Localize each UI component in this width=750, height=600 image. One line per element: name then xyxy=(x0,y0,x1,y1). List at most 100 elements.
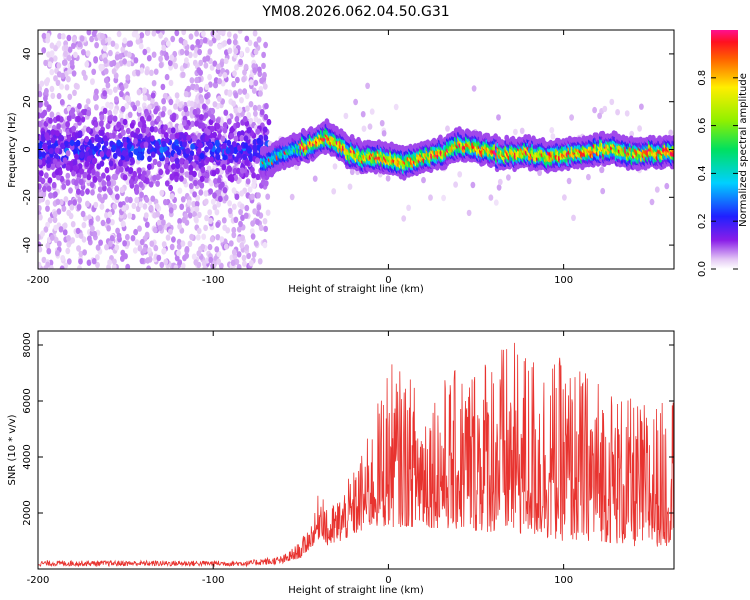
spectrogram-cell xyxy=(107,259,112,266)
spectrogram-cell xyxy=(169,54,175,61)
colorbar-tick-label: 0.2 xyxy=(697,213,708,229)
spectrogram-cell xyxy=(177,187,183,194)
spectrogram-cell xyxy=(242,115,248,123)
spectrogram-ytick-label: -40 xyxy=(22,237,33,253)
spectrogram-cell xyxy=(210,114,215,121)
spectrogram-cell xyxy=(161,44,167,52)
spectrogram-cell xyxy=(114,96,119,103)
spectrogram-cell xyxy=(90,189,95,196)
spectrogram-cell xyxy=(189,233,195,241)
spectrogram-cell xyxy=(193,154,199,161)
spectrogram-cell xyxy=(231,203,237,210)
spectrogram-cell xyxy=(56,40,62,47)
spectrogram-cell xyxy=(44,87,49,95)
spectrogram-cell xyxy=(55,115,61,122)
spectrogram-cell xyxy=(239,190,245,197)
spectrogram-cell xyxy=(349,168,355,176)
spectrogram-cell xyxy=(231,249,237,256)
spectrogram-cell xyxy=(245,105,250,112)
spectrogram-cells xyxy=(38,30,674,269)
spectrogram-cell xyxy=(218,262,224,269)
spectrogram-cell xyxy=(49,50,55,57)
spectrogram-cell xyxy=(188,164,194,172)
spectrogram-cell xyxy=(69,59,75,66)
spectrogram-cell xyxy=(639,103,644,110)
spectrogram-cell xyxy=(143,212,149,219)
spectrogram-cell xyxy=(146,115,152,122)
spectrogram-cell xyxy=(169,193,175,200)
spectrogram-cell xyxy=(102,45,108,52)
spectrogram-cell xyxy=(592,106,597,114)
spectrogram-cell xyxy=(177,218,183,225)
spectrogram-cell xyxy=(161,98,167,105)
spectrogram-cell xyxy=(85,50,91,57)
spectrogram-cell xyxy=(496,184,502,191)
spectrogram-cell xyxy=(152,226,158,234)
spectrogram-cell xyxy=(50,163,56,170)
spectrogram-cell xyxy=(103,68,109,75)
spectrogram-cell xyxy=(168,98,174,106)
spectrogram-cell xyxy=(428,194,433,201)
spectrogram-cell xyxy=(216,95,222,102)
spectrogram-cell xyxy=(178,124,183,131)
spectrogram-cell xyxy=(162,92,168,100)
spectrogram-cell xyxy=(128,167,134,175)
spectrogram-cell xyxy=(99,151,105,158)
spectrogram-cell xyxy=(161,105,167,113)
spectrogram-cell xyxy=(256,192,261,199)
spectrogram-cell xyxy=(62,59,68,66)
spectrogram-cell xyxy=(163,132,169,139)
spectrogram-cell xyxy=(173,264,179,269)
spectrogram-cell xyxy=(207,73,213,81)
spectrogram-cell xyxy=(42,109,48,117)
spectrogram-cell xyxy=(466,209,472,217)
spectrogram-cell xyxy=(65,150,71,157)
spectrogram-cell xyxy=(227,47,233,54)
spectrogram-cell xyxy=(243,142,249,149)
spectrogram-cell xyxy=(250,166,255,174)
spectrogram-cell xyxy=(186,85,191,93)
spectrogram-cell xyxy=(53,45,58,52)
spectrogram-cell xyxy=(112,258,117,265)
spectrogram-cell xyxy=(58,226,64,233)
spectrogram-cell xyxy=(97,136,103,144)
spectrogram-cell xyxy=(222,72,228,79)
spectrogram-cell xyxy=(104,244,109,251)
spectrogram-ytick-label: 0 xyxy=(22,146,33,152)
spectrogram-cell xyxy=(38,246,43,253)
spectrogram-cell xyxy=(167,127,173,134)
spectrogram-cell xyxy=(121,149,127,157)
spectrogram-cell xyxy=(188,51,193,59)
spectrogram-cell xyxy=(48,147,54,155)
spectrogram-cell xyxy=(107,88,113,96)
spectrogram-cell xyxy=(222,153,228,161)
spectrogram-cell xyxy=(96,193,102,200)
spectrogram-cell xyxy=(196,250,202,257)
spectrogram-cell xyxy=(130,235,136,242)
spectrogram-cell xyxy=(178,101,183,109)
spectrogram-cell xyxy=(255,218,260,225)
spectrogram-cell xyxy=(126,51,132,58)
spectrogram-cell xyxy=(488,194,494,201)
spectrogram-cell xyxy=(146,94,152,101)
spectrogram-cell xyxy=(77,103,82,110)
spectrogram-cell xyxy=(140,174,146,182)
spectrogram-cell xyxy=(179,175,184,182)
spectrogram-cell xyxy=(192,108,198,116)
spectrogram-cell xyxy=(201,103,207,110)
spectrogram-cell xyxy=(73,165,78,172)
spectrogram-cell xyxy=(120,105,126,113)
spectrogram-ytick-label: 40 xyxy=(22,48,33,61)
spectrogram-cell xyxy=(103,57,108,64)
spectrogram-cell xyxy=(195,38,201,46)
spectrogram-cell xyxy=(106,186,112,194)
spectrogram-cell xyxy=(209,180,214,187)
spectrogram-cell xyxy=(110,40,116,47)
spectrogram-cell xyxy=(150,195,156,202)
spectrogram-cell xyxy=(203,112,209,119)
spectrogram-cell xyxy=(155,30,161,34)
spectrogram-cell xyxy=(258,224,264,232)
spectrogram-cell xyxy=(217,78,223,85)
